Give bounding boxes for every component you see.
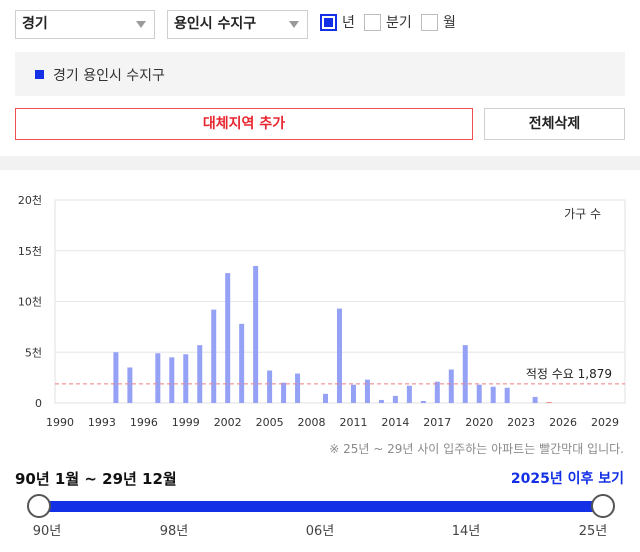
district-value: 용인시 수지구 <box>174 16 257 32</box>
period-year-label: 년 <box>342 15 355 31</box>
x-tick-label: 2002 <box>214 416 242 429</box>
bar-2011 <box>350 384 356 403</box>
x-tick-label: 2026 <box>549 416 577 429</box>
period-quarter-label: 분기 <box>386 15 412 31</box>
future-bar-note: ※ 25년 ~ 29년 사이 입주하는 아파트는 빨간막대 입니다. <box>329 442 624 456</box>
bar-2012 <box>364 379 370 403</box>
bar-2002 <box>225 273 231 403</box>
x-tick-label: 2008 <box>298 416 326 429</box>
view-after-2025-link[interactable]: 2025년 이후 보기 <box>510 471 624 487</box>
x-tick-label: 1990 <box>46 416 74 429</box>
slider-tick-label: 14년 <box>451 524 481 539</box>
range-start-handle[interactable] <box>27 494 51 518</box>
series-color-marker <box>35 70 44 79</box>
x-tick-label: 1996 <box>130 416 158 429</box>
bar-2005 <box>267 370 273 403</box>
dropdown-arrow-icon <box>289 21 299 28</box>
y-tick-label: 20천 <box>18 193 42 207</box>
x-tick-label: 2020 <box>465 416 493 429</box>
y-tick-label: 5천 <box>25 345 42 359</box>
bar-2021 <box>490 386 496 403</box>
bar-2015 <box>406 385 412 403</box>
dropdown-arrow-icon <box>136 21 146 28</box>
bar-2009 <box>323 393 329 403</box>
district-select[interactable]: 용인시 수지구 <box>167 10 308 39</box>
period-year-checkbox[interactable] <box>320 14 337 31</box>
bar-2003 <box>239 323 245 403</box>
bar-2007 <box>295 373 301 403</box>
x-tick-label: 2017 <box>423 416 451 429</box>
x-tick-label: 2029 <box>591 416 619 429</box>
bar-2004 <box>253 265 259 403</box>
bar-2019 <box>462 345 468 403</box>
add-alternative-region-button[interactable]: 대체지역 추가 <box>15 108 473 140</box>
reference-line-label: 적정 수요 1,879 <box>526 367 612 381</box>
bar-1998 <box>169 357 175 403</box>
bar-2022 <box>504 387 510 403</box>
date-range-label: 90년 1월 ~ 29년 12월 <box>15 470 177 488</box>
x-tick-label: 2023 <box>507 416 535 429</box>
delete-all-button[interactable]: 전체삭제 <box>484 108 625 140</box>
bar-2014 <box>392 395 398 403</box>
bar-2024 <box>532 396 538 403</box>
bar-2006 <box>281 382 287 403</box>
bar-1997 <box>155 353 161 403</box>
section-divider <box>0 156 640 170</box>
bar-2018 <box>448 369 454 403</box>
bar-1994 <box>113 352 119 403</box>
selected-region-panel: 경기 용인시 수지구 <box>15 52 625 96</box>
period-month-label: 월 <box>443 15 456 31</box>
x-tick-label: 2011 <box>339 416 367 429</box>
bar-1999 <box>183 354 189 403</box>
province-select[interactable]: 경기 <box>15 10 155 39</box>
y-tick-label: 10천 <box>18 295 42 309</box>
bar-2010 <box>336 308 342 403</box>
slider-tick-label: 90년 <box>32 524 62 539</box>
slider-tick-label: 06년 <box>305 524 335 539</box>
bar-2025 <box>546 401 552 403</box>
range-slider-track[interactable] <box>39 501 603 512</box>
supply-bar-chart: 0 5천 10천 15천 20천 1990 1993 1996 1999 2002 2005 200… <box>18 193 626 429</box>
slider-tick-label: 25년 <box>578 524 608 539</box>
bar-2001 <box>211 309 217 403</box>
period-quarter-checkbox[interactable] <box>364 14 381 31</box>
x-tick-label: 2014 <box>381 416 409 429</box>
y-tick-label: 15천 <box>18 244 42 258</box>
selected-region-label: 경기 용인시 수지구 <box>53 68 165 84</box>
bar-2020 <box>476 384 482 403</box>
bar-2000 <box>197 345 203 403</box>
x-tick-label: 1993 <box>88 416 116 429</box>
period-month-checkbox[interactable] <box>421 14 438 31</box>
bar-1995 <box>127 367 133 403</box>
slider-tick-label: 98년 <box>159 524 189 539</box>
province-value: 경기 <box>22 16 48 32</box>
range-end-handle[interactable] <box>591 494 615 518</box>
x-tick-label: 1999 <box>172 416 200 429</box>
y-tick-label: 0 <box>35 397 42 410</box>
x-tick-label: 2005 <box>256 416 284 429</box>
chart-unit-label: 가구 수 <box>564 207 601 221</box>
bar-2016 <box>420 400 426 403</box>
bar-2017 <box>434 381 440 403</box>
bar-2013 <box>378 399 384 403</box>
